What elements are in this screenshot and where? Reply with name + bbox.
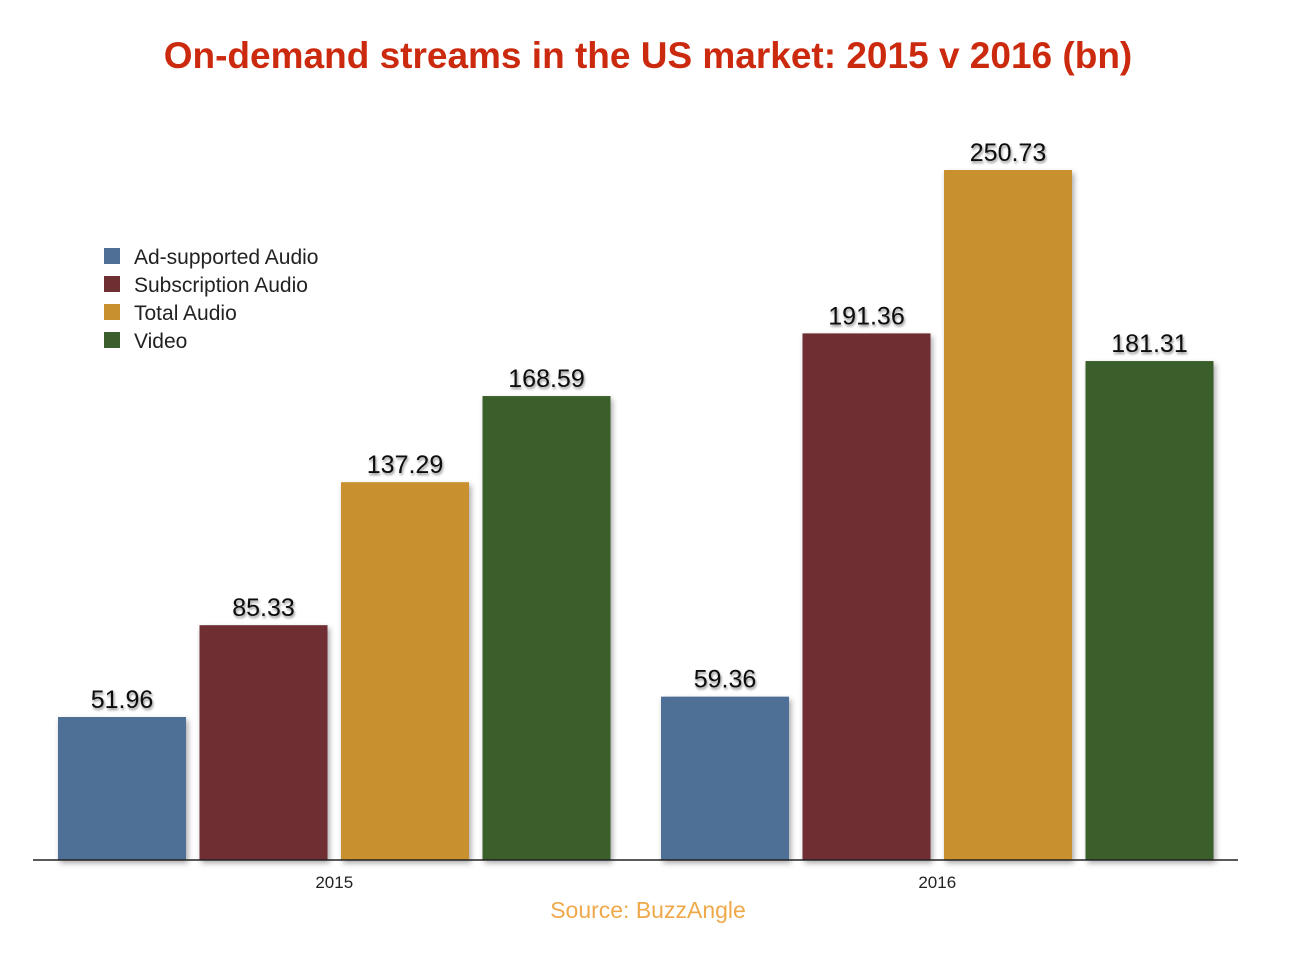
x-tick-label: 2016 [918,873,956,892]
bar-ad-supported-audio-2015 [58,717,186,860]
legend-label: Video [134,330,187,353]
data-label: 191.36 [828,302,904,330]
legend-swatch [104,332,120,348]
bar-total-audio-2015 [341,482,469,860]
x-tick-label: 2015 [315,873,353,892]
legend-label: Ad-supported Audio [134,246,318,269]
data-label: 168.59 [508,365,584,393]
bar-video-2016 [1085,361,1214,860]
bar-subscription-audio-2016 [802,333,931,860]
bar-subscription-audio-2015 [199,625,328,860]
bar-total-audio-2016 [944,170,1072,860]
legend-label: Total Audio [134,302,237,325]
bar-ad-supported-audio-2016 [661,696,789,860]
data-label: 181.31 [1111,330,1187,358]
data-label: 85.33 [232,594,295,622]
bar-video-2015 [482,396,611,860]
data-label: 59.36 [694,666,757,694]
legend-label: Subscription Audio [134,274,308,297]
legend: Ad-supported Audio Subscription Audio Tota… [104,246,318,353]
legend-swatch [104,276,120,292]
data-label: 51.96 [91,686,154,714]
legend-swatch [104,248,120,264]
legend-swatch [104,304,120,320]
data-label: 137.29 [367,451,443,479]
source-note: Source: BuzzAngle [550,897,746,923]
chart-title: On-demand streams in the US market: 2015… [164,35,1133,76]
data-label: 250.73 [970,139,1046,167]
